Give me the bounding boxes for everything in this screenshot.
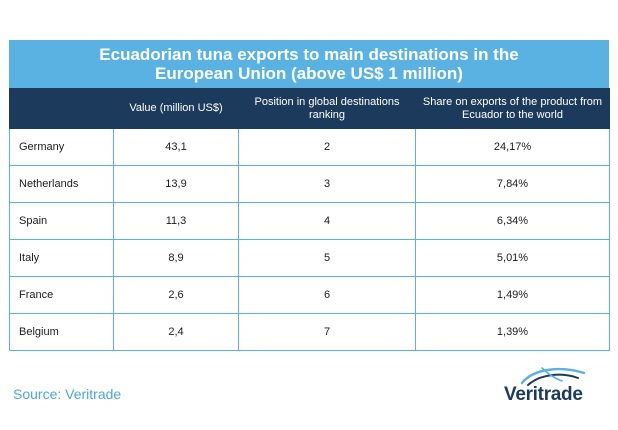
table-row: France 2,6 6 1,49% bbox=[9, 276, 610, 314]
position-cell: 5 bbox=[238, 239, 416, 277]
column-header-country bbox=[9, 88, 114, 129]
table-row: Netherlands 13,9 3 7,84% bbox=[9, 165, 610, 203]
source-note: Source: Veritrade bbox=[13, 386, 122, 402]
position-cell: 2 bbox=[238, 128, 416, 166]
position-cell: 6 bbox=[238, 276, 416, 314]
share-cell: 24,17% bbox=[415, 128, 610, 166]
share-cell: 7,84% bbox=[415, 165, 610, 203]
table-row: Italy 8,9 5 5,01% bbox=[9, 239, 610, 277]
table-body: Germany 43,1 2 24,17% Netherlands 13,9 3 7,84% S… bbox=[9, 128, 610, 351]
country-cell: Netherlands bbox=[9, 165, 114, 203]
share-cell: 1,49% bbox=[415, 276, 610, 314]
country-cell: Italy bbox=[9, 239, 114, 277]
value-cell: 8,9 bbox=[113, 239, 239, 277]
position-cell: 3 bbox=[238, 165, 416, 203]
value-cell: 13,9 bbox=[113, 165, 239, 203]
table-title: Ecuadorian tuna exports to main destinat… bbox=[99, 45, 519, 83]
table-title-bar: Ecuadorian tuna exports to main destinat… bbox=[9, 40, 609, 88]
column-header-value: Value (million US$) bbox=[113, 88, 239, 129]
table-row: Spain 11,3 4 6,34% bbox=[9, 202, 610, 240]
header-row: Value (million US$) Position in global d… bbox=[9, 88, 610, 129]
table-row: Germany 43,1 2 24,17% bbox=[9, 128, 610, 166]
value-cell: 43,1 bbox=[113, 128, 239, 166]
column-header-share: Share on exports of the product from Ecu… bbox=[415, 88, 610, 129]
country-cell: Spain bbox=[9, 202, 114, 240]
share-cell: 5,01% bbox=[415, 239, 610, 277]
position-cell: 4 bbox=[238, 202, 416, 240]
share-cell: 6,34% bbox=[415, 202, 610, 240]
veritrade-logo: Veritrade bbox=[504, 364, 608, 410]
country-cell: Germany bbox=[9, 128, 114, 166]
logo-wordmark: Veritrade bbox=[504, 384, 583, 405]
exports-table: Value (million US$) Position in global d… bbox=[9, 88, 610, 351]
country-cell: Belgium bbox=[9, 313, 114, 351]
value-cell: 11,3 bbox=[113, 202, 239, 240]
arc-swirl-icon bbox=[520, 367, 586, 386]
country-cell: France bbox=[9, 276, 114, 314]
column-header-position: Position in global destinations ranking bbox=[238, 88, 416, 129]
position-cell: 7 bbox=[238, 313, 416, 351]
value-cell: 2,6 bbox=[113, 276, 239, 314]
table-row: Belgium 2,4 7 1,39% bbox=[9, 313, 610, 351]
value-cell: 2,4 bbox=[113, 313, 239, 351]
share-cell: 1,39% bbox=[415, 313, 610, 351]
